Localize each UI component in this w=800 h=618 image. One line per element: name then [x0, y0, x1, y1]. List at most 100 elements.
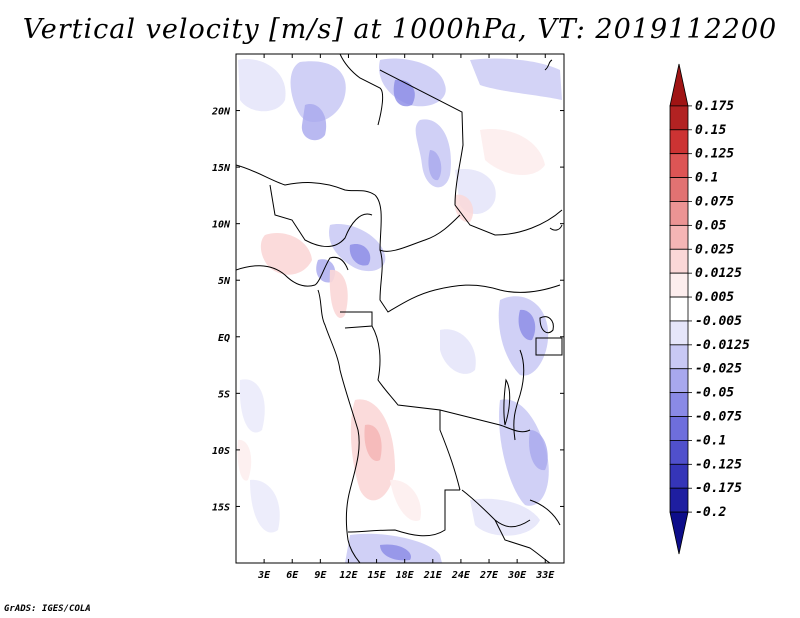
blue-patch	[290, 61, 346, 123]
coastline-sw	[347, 539, 361, 563]
lat-tick-label: 10N	[212, 220, 231, 231]
blue-patch	[428, 150, 442, 181]
lat-tick-label: 20N	[211, 107, 231, 118]
blue-patch	[470, 498, 540, 536]
border	[269, 184, 373, 247]
border	[513, 349, 525, 441]
lat-tick-label: 5S	[218, 389, 230, 400]
colorbar-label: 0.125	[695, 147, 734, 162]
border	[339, 54, 384, 126]
border	[379, 69, 563, 236]
colorbar-swatch	[669, 440, 689, 465]
lon-tick-label: 21E	[423, 570, 443, 581]
blue-patch	[529, 430, 548, 471]
blue-patch	[301, 104, 327, 141]
lon-tick-label: 9E	[314, 570, 327, 581]
lon-tick-label: 3E	[257, 570, 271, 581]
colorbar-swatch	[669, 105, 689, 131]
blue-patch	[349, 244, 371, 266]
colorbar-swatch	[669, 487, 689, 513]
colorbar-bottom-arrow	[669, 511, 689, 555]
border	[347, 489, 460, 537]
lake	[503, 378, 511, 426]
map-frame	[235, 53, 565, 564]
lake	[535, 337, 563, 356]
border	[544, 59, 553, 71]
lon-tick-label: 27E	[479, 570, 499, 581]
blue-patch	[238, 59, 286, 112]
colorbar-label: 0.175	[695, 99, 734, 114]
colorbar-label: 0.005	[695, 290, 734, 305]
colorbar-swatch	[669, 392, 689, 417]
colorbar-swatch	[669, 416, 689, 441]
red-patch	[237, 439, 252, 481]
border	[494, 519, 551, 563]
red-patch	[390, 479, 421, 521]
colorbar-label: 0.1	[695, 171, 718, 186]
border	[439, 409, 531, 433]
colorbar-swatch	[669, 153, 689, 178]
colorbar-label: -0.1	[695, 433, 726, 448]
colorbar-label: 0.05	[695, 218, 726, 233]
border	[340, 311, 373, 329]
blue-patch	[380, 544, 411, 561]
colorbar-label: -0.075	[695, 410, 742, 425]
lat-tick-label: 15S	[212, 502, 230, 513]
colorbar-swatch	[669, 463, 689, 489]
colorbar-label: 0.15	[695, 123, 726, 138]
border	[549, 224, 563, 231]
colorbar-swatch	[669, 320, 689, 346]
lake	[539, 316, 554, 334]
border	[371, 325, 461, 491]
lon-tick-label: 18E	[396, 570, 415, 581]
lon-tick-label: 33E	[535, 570, 555, 581]
lon-tick-label: 24E	[451, 570, 471, 581]
lat-tick-label: 10S	[212, 446, 230, 457]
political-boundaries	[236, 54, 563, 563]
colorbar-swatch	[669, 248, 689, 274]
border	[236, 164, 376, 196]
blue-patch	[393, 79, 415, 107]
colorbar-label: 0.075	[695, 194, 734, 209]
blue-patch	[499, 399, 549, 506]
lat-axis: 20N 15N 10N 5N EQ 5S 10S 15S	[211, 107, 564, 513]
colorbar-swatch	[669, 368, 689, 394]
colorbar-swatch	[669, 177, 689, 202]
lon-axis: 3E 6E 9E 12E 15E 18E 21E 24E 27E 30E 33E	[257, 54, 555, 581]
coastline-gulf	[317, 289, 360, 541]
colorbar-label: -0.0125	[695, 338, 750, 353]
border	[529, 499, 561, 526]
lat-tick-label: 15N	[212, 163, 231, 174]
colorbar-swatch	[669, 344, 689, 370]
red-patch	[260, 232, 312, 275]
colorbar-swatch	[669, 272, 689, 298]
colorbar-label: -0.005	[695, 314, 742, 329]
coastline-west	[236, 256, 349, 287]
colorbar-swatch	[669, 224, 689, 250]
colorbar: 0.175 0.15 0.125 0.1 0.075 0.05 0.025 0.0125 0.0…	[669, 63, 750, 555]
red-patch	[480, 129, 545, 176]
blue-patch	[239, 379, 265, 433]
lon-tick-label: 15E	[368, 570, 387, 581]
colorbar-label: -0.125	[695, 457, 742, 472]
colorbar-label: -0.175	[695, 481, 742, 496]
blue-patch	[470, 58, 562, 100]
blue-patch	[250, 479, 280, 533]
chart-title: Vertical velocity [m/s] at 1000hPa, VT: …	[22, 14, 778, 45]
colorbar-label: 0.0125	[695, 266, 742, 281]
red-patch	[364, 424, 382, 461]
footer-credit: GrADS: IGES/COLA	[4, 604, 91, 614]
colorbar-swatch	[669, 201, 689, 226]
colorbar-label: -0.025	[695, 362, 742, 377]
lat-tick-label: EQ	[218, 333, 230, 344]
blue-patch	[518, 309, 536, 341]
lon-tick-label: 6E	[286, 570, 299, 581]
colorbar-swatch	[669, 129, 689, 155]
lon-tick-label: 30E	[507, 570, 527, 581]
colorbar-label: -0.2	[695, 505, 726, 520]
colorbar-label: -0.05	[695, 386, 734, 401]
colorbar-swatch	[669, 296, 689, 322]
velocity-field	[237, 58, 562, 563]
blue-patch	[440, 329, 476, 374]
